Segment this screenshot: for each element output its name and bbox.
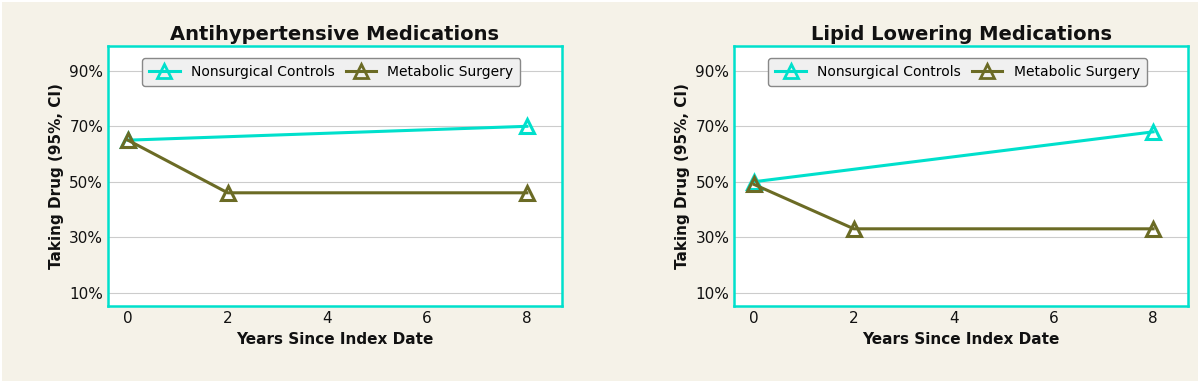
Legend: Nonsurgical Controls, Metabolic Surgery: Nonsurgical Controls, Metabolic Surgery xyxy=(768,58,1146,86)
Title: Antihypertensive Medications: Antihypertensive Medications xyxy=(170,25,499,44)
X-axis label: Years Since Index Date: Years Since Index Date xyxy=(236,332,433,347)
X-axis label: Years Since Index Date: Years Since Index Date xyxy=(863,332,1060,347)
Y-axis label: Taking Drug (95%, CI): Taking Drug (95%, CI) xyxy=(674,83,690,269)
Title: Lipid Lowering Medications: Lipid Lowering Medications xyxy=(811,25,1111,44)
Legend: Nonsurgical Controls, Metabolic Surgery: Nonsurgical Controls, Metabolic Surgery xyxy=(142,58,521,86)
Y-axis label: Taking Drug (95%, CI): Taking Drug (95%, CI) xyxy=(48,83,64,269)
